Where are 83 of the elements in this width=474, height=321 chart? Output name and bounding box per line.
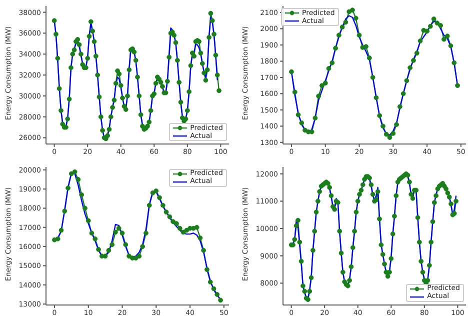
point <box>68 170 74 176</box>
point <box>326 66 332 71</box>
point <box>340 24 345 30</box>
point <box>353 16 358 21</box>
point <box>428 24 433 29</box>
point <box>418 38 423 44</box>
point <box>330 60 335 66</box>
point <box>144 230 148 236</box>
point <box>120 230 125 236</box>
point <box>397 104 402 110</box>
point <box>146 202 152 208</box>
point <box>208 279 213 284</box>
point <box>72 168 78 174</box>
point <box>320 83 324 88</box>
point <box>92 236 98 241</box>
point <box>438 23 444 28</box>
point <box>214 292 220 296</box>
point <box>198 234 203 240</box>
point <box>79 192 84 197</box>
point <box>218 297 223 302</box>
point <box>411 58 416 63</box>
point <box>424 28 430 34</box>
point <box>414 50 420 56</box>
point <box>123 242 128 247</box>
point <box>431 16 436 22</box>
point <box>448 43 454 48</box>
point <box>211 286 216 291</box>
point <box>292 90 298 94</box>
point <box>322 80 328 86</box>
point <box>356 32 362 38</box>
point <box>408 65 413 70</box>
point <box>455 83 460 88</box>
point <box>400 91 406 96</box>
point <box>106 247 112 252</box>
point <box>116 225 122 230</box>
point <box>452 60 457 66</box>
point <box>350 8 355 13</box>
point <box>370 74 376 80</box>
point <box>434 20 440 26</box>
point <box>55 236 60 241</box>
point <box>140 244 146 248</box>
point <box>113 229 118 234</box>
point <box>76 176 81 182</box>
point <box>366 56 372 60</box>
point <box>312 116 318 120</box>
point <box>82 205 88 210</box>
point <box>62 208 68 214</box>
point <box>164 209 169 214</box>
point <box>170 218 176 224</box>
point <box>86 218 91 223</box>
point <box>201 247 206 252</box>
point <box>390 130 396 136</box>
point <box>343 20 348 25</box>
point <box>374 95 379 100</box>
point <box>296 112 301 118</box>
point <box>442 36 446 42</box>
point <box>66 185 70 190</box>
point <box>444 34 450 38</box>
point <box>126 253 132 258</box>
point <box>177 225 182 230</box>
point <box>404 78 410 84</box>
point <box>384 132 389 137</box>
point <box>174 220 179 226</box>
point <box>380 124 386 129</box>
point <box>89 230 94 236</box>
point <box>160 202 166 208</box>
point <box>289 69 294 74</box>
point <box>394 122 399 127</box>
point <box>333 46 338 51</box>
point <box>204 266 210 272</box>
point <box>154 188 159 193</box>
point <box>377 113 382 118</box>
point <box>136 253 142 258</box>
point <box>336 32 342 38</box>
point <box>194 224 200 230</box>
point <box>299 120 304 126</box>
point <box>157 194 162 200</box>
point <box>364 44 368 50</box>
point <box>58 227 64 232</box>
point <box>387 135 392 140</box>
point <box>110 242 115 247</box>
point <box>316 94 322 99</box>
point <box>167 214 172 219</box>
